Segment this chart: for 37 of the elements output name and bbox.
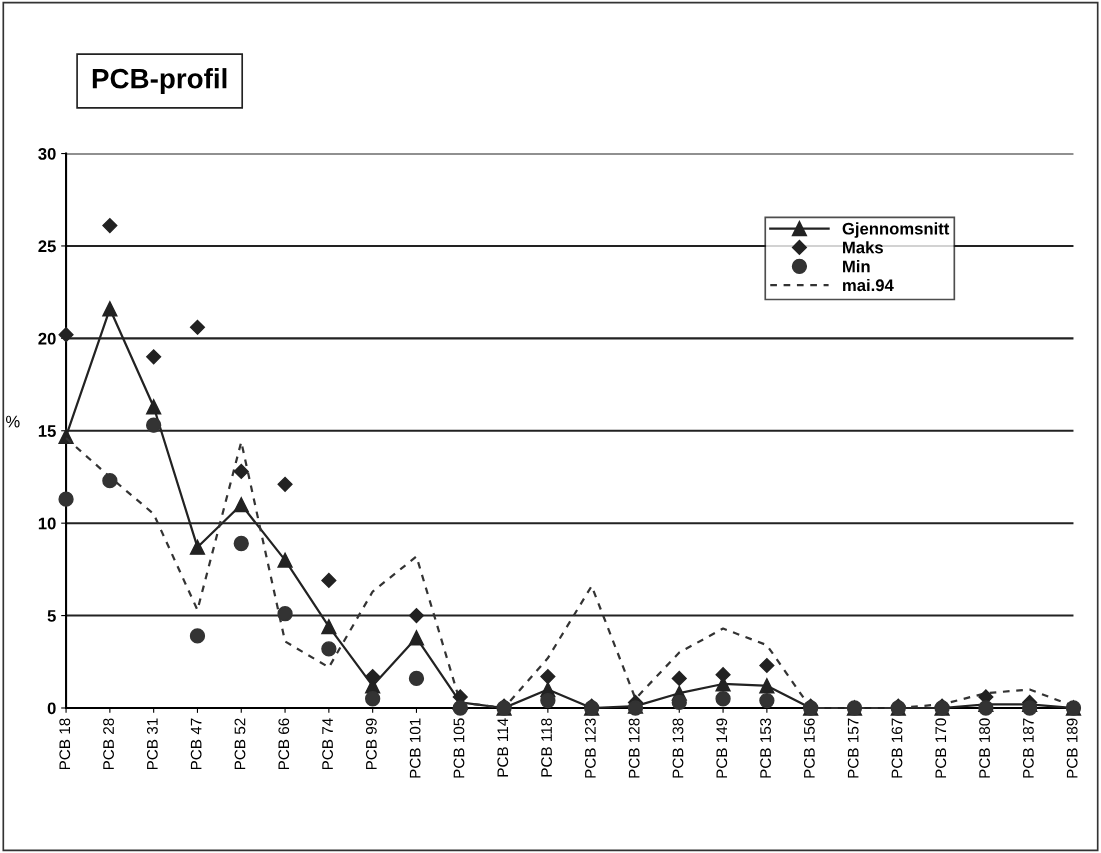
- x-tick-label: PCB 18: [59, 718, 71, 770]
- x-tick-label: PCB 99: [365, 718, 377, 770]
- x-tick-label: PCB 47: [190, 718, 202, 770]
- x-tick-label: PCB 187: [1022, 718, 1034, 778]
- legend-label: Min: [843, 260, 870, 273]
- y-axis-title: %: [5, 415, 20, 428]
- y-tick-label: 0: [47, 702, 56, 715]
- y-tick-label: 20: [38, 332, 56, 345]
- chart-title: PCB-profil: [92, 68, 227, 94]
- x-tick-label: PCB 114: [497, 718, 509, 777]
- x-tick-label: PCB 170: [935, 718, 947, 778]
- legend-label: Maks: [843, 241, 883, 254]
- x-tick-label: PCB 101: [409, 718, 421, 778]
- x-tick-label: PCB 31: [146, 718, 158, 770]
- y-tick-label: 10: [38, 517, 56, 530]
- x-tick-label: PCB 167: [891, 718, 903, 778]
- x-tick-label: PCB 180: [979, 718, 990, 778]
- x-tick-label: PCB 105: [453, 718, 465, 778]
- x-tick-label: PCB 153: [760, 718, 771, 778]
- x-tick-label: PCB 52: [234, 718, 246, 770]
- x-tick-label: PCB 156: [803, 718, 815, 778]
- x-tick-label: PCB 149: [716, 718, 728, 778]
- x-tick-label: PCB 118: [541, 718, 552, 777]
- y-tick-label: 15: [38, 425, 56, 437]
- legend-label: Gjennomsnitt: [842, 222, 950, 238]
- x-tick-label: PCB 66: [278, 718, 290, 770]
- y-tick-label: 25: [38, 240, 56, 253]
- legend-label: mai.94: [843, 278, 894, 292]
- x-tick-label: PCB 138: [672, 718, 684, 778]
- x-tick-label: PCB 128: [628, 718, 640, 778]
- x-tick-label: PCB 189: [1066, 718, 1078, 778]
- y-tick-label: 30: [38, 147, 56, 160]
- y-tick-label: 5: [47, 610, 56, 622]
- x-tick-label: PCB 74: [322, 718, 333, 770]
- x-tick-label: PCB 157: [847, 718, 859, 778]
- x-tick-label: PCB 28: [103, 718, 114, 770]
- x-tick-label: PCB 123: [584, 718, 596, 778]
